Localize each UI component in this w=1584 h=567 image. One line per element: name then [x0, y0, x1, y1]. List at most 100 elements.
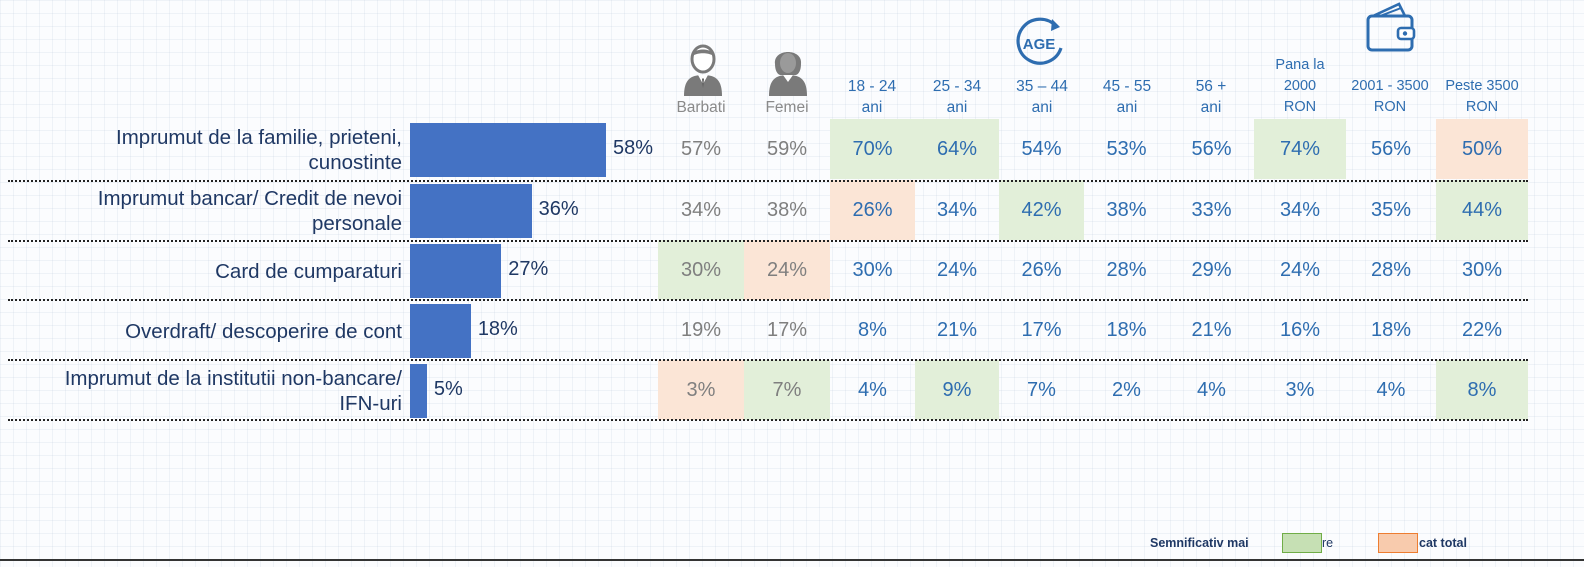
table-cell: 35% [1370, 198, 1412, 221]
bottom-rule [0, 559, 1584, 561]
column-header-line: RON [1283, 99, 1317, 115]
table-cell: 17% [1021, 318, 1062, 341]
table-cell: 22% [1461, 318, 1503, 341]
column-header: Pana la 2000 RON [1250, 55, 1350, 118]
bar-value-label: 36% [538, 198, 579, 220]
row-label: Imprumut bancar/ Credit de nevoi personal… [0, 186, 402, 236]
table-cell: 7% [1027, 378, 1056, 401]
table-cell: 28% [1106, 258, 1147, 281]
table-cell: 9% [915, 360, 999, 420]
column-header-line: ani [861, 99, 883, 116]
column-header: 18 - 24 ani [822, 76, 922, 118]
table-cell: 34% [936, 198, 978, 221]
column-header: 35 – 44 ani [992, 76, 1092, 118]
table-cell: 3% [1285, 378, 1315, 401]
row-label-line: Imprumut de la familie, prieteni, [116, 126, 402, 149]
bar-value-label: 5% [433, 378, 463, 400]
row-label-line: Imprumut de la institutii non-bancare/ [64, 367, 402, 390]
column-header-line: ani [946, 99, 968, 116]
table-cell: 29% [1191, 258, 1232, 281]
column-header-line: 35 – 44 [1016, 78, 1068, 95]
table-cell: 21% [936, 318, 978, 341]
bar-value-label: 27% [508, 258, 549, 280]
row-label-line: Imprumut bancar/ Credit de nevoi [97, 187, 402, 210]
table-cell: 2% [1112, 378, 1141, 401]
table-cell: 38% [766, 198, 808, 221]
legend-higher-swatch [1282, 533, 1322, 553]
table-cell: 34% [1279, 198, 1321, 221]
bar-5 [410, 364, 427, 418]
table-cell: 17% [766, 318, 808, 341]
row-label-line: IFN-uri [339, 392, 402, 415]
column-header: Peste 3500 RON [1432, 76, 1532, 118]
table-cell: 34% [680, 198, 722, 221]
column-header-line: ani [1200, 99, 1222, 116]
column-header-line: Femei [765, 99, 809, 116]
row-label-line: Overdraft/ descoperire de cont [125, 319, 402, 343]
bar-4 [410, 304, 471, 358]
column-header-line: 45 - 55 [1102, 78, 1152, 95]
table-cell: 8% [858, 318, 887, 341]
row-separator [8, 419, 1528, 421]
table-cell: 26% [1021, 258, 1062, 281]
table-cell: 24% [1279, 258, 1321, 281]
row-label: Card de cumparaturi [0, 259, 402, 284]
table-cell: 53% [1106, 137, 1147, 160]
table-cell: 4% [1197, 378, 1226, 401]
column-header-line: 18 - 24 [847, 78, 897, 95]
column-header-line: Pana la [1275, 57, 1325, 73]
bar-value-label: 58% [613, 137, 654, 159]
legend-lower-text: cat total [1419, 536, 1467, 550]
table-cell: 3% [658, 360, 744, 420]
table-cell: 57% [680, 137, 722, 160]
table-cell: 24% [936, 258, 978, 281]
bar-1 [410, 123, 606, 177]
table-cell: 19% [680, 318, 722, 341]
row-separator [8, 240, 1528, 242]
table-cell: 59% [766, 137, 808, 160]
table-cell: 56% [1191, 137, 1232, 160]
table-cell: 28% [1370, 258, 1412, 281]
legend-label: Semnificativ mai [1150, 536, 1249, 550]
table-cell: 21% [1191, 318, 1232, 341]
column-header-line: Peste 3500 [1445, 78, 1519, 94]
table-cell: 56% [1370, 137, 1412, 160]
column-header: 2001 - 3500 RON [1340, 76, 1440, 118]
table-cell: 64% [915, 119, 999, 179]
table-cell: 33% [1191, 198, 1232, 221]
table-cell: 8% [1436, 360, 1528, 420]
row-separator [8, 299, 1528, 301]
legend-lower-swatch [1378, 533, 1418, 553]
table-cell: 26% [830, 180, 915, 240]
table-cell: 24% [744, 240, 830, 300]
column-header-line: 25 - 34 [932, 78, 982, 95]
table-cell: 7% [744, 360, 830, 420]
table-cell: 18% [1106, 318, 1147, 341]
column-header: Barbati [651, 97, 751, 118]
table-cell: 18% [1370, 318, 1412, 341]
column-header: 45 - 55 ani [1077, 76, 1177, 118]
column-header-line: RON [1373, 99, 1407, 115]
column-header-line: 2001 - 3500 [1351, 78, 1429, 94]
column-header: Femei [737, 97, 837, 118]
row-separator [8, 359, 1528, 361]
legend-higher-text: re [1322, 536, 1334, 550]
row-label-line: Card de cumparaturi [215, 259, 402, 283]
table-cell: 38% [1106, 198, 1147, 221]
row-label-line: personale [311, 212, 402, 235]
column-header-line: 56 + [1195, 78, 1227, 95]
table-cell: 30% [852, 258, 893, 281]
table-cell: 42% [999, 180, 1084, 240]
male-person-icon [684, 44, 722, 96]
wallet-icon [1366, 2, 1416, 52]
column-header: 25 - 34 ani [907, 76, 1007, 118]
row-separator [8, 180, 1528, 182]
svg-text:AGE: AGE [1023, 36, 1056, 53]
bar-2 [410, 184, 532, 238]
table-cell: 44% [1436, 180, 1528, 240]
row-label-line: cunostinte [308, 151, 402, 174]
bar-value-label: 18% [477, 318, 518, 340]
column-header-line: ani [1116, 99, 1138, 116]
column-header: 56 + ani [1161, 76, 1261, 118]
table-cell: 16% [1279, 318, 1321, 341]
